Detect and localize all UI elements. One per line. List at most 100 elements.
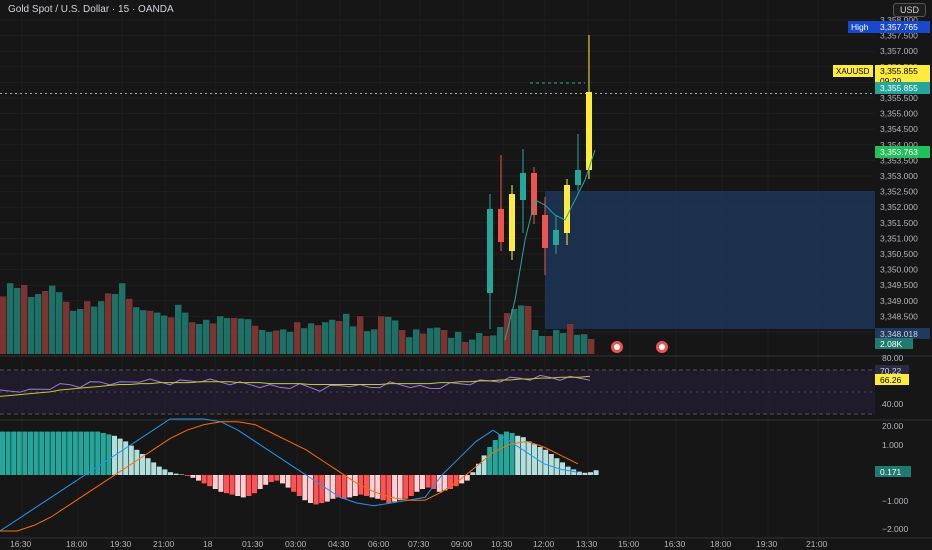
macd-hist-bar — [5, 431, 11, 475]
price-tick: 3,354.000 — [880, 140, 918, 150]
volume-bar — [434, 327, 441, 354]
volume-bar — [210, 323, 217, 354]
price-tick: 3,354.500 — [880, 124, 918, 134]
macd-hist-bar — [235, 475, 241, 496]
macd-hist-bar — [515, 435, 521, 475]
candle-body — [498, 209, 504, 242]
macd-hist-bar — [117, 438, 123, 475]
zone-badge — [875, 328, 930, 339]
volume-bar — [343, 313, 350, 354]
macd-hist-bar — [72, 431, 78, 475]
countdown: 09:20 — [880, 76, 902, 86]
event-flag-icon-dot — [659, 344, 665, 350]
macd-hist-bar — [420, 475, 425, 489]
currency-button[interactable]: USD — [892, 3, 926, 17]
price-tick: 3,358.000 — [880, 15, 918, 25]
macd-hist-bar — [470, 472, 476, 475]
candle-body — [575, 170, 581, 185]
volume-bar — [315, 325, 322, 354]
macd-hist-bar — [532, 444, 537, 475]
candle-body — [520, 173, 526, 200]
volume-bar — [182, 312, 189, 354]
macd-hist-bar — [336, 475, 341, 498]
volume-bar — [511, 309, 518, 354]
macd-hist-bar — [100, 433, 106, 475]
price-tick: 3,349.000 — [880, 296, 918, 306]
rsi-ma-badge — [875, 374, 909, 385]
macd-hist-bar — [481, 455, 487, 475]
volume-bar — [224, 318, 231, 354]
price-badge-2 — [875, 82, 930, 94]
green-value: 3,353.763 — [880, 147, 918, 157]
last-price-2: 3,355.855 — [880, 83, 918, 93]
macd-hist-bar — [151, 462, 157, 475]
volume-bar — [399, 330, 406, 354]
high-badge — [848, 21, 930, 33]
macd-hist-bar — [173, 473, 179, 475]
volume-bar — [70, 310, 77, 354]
volume-bar — [161, 315, 168, 354]
time-tick: 15:00 — [618, 539, 640, 549]
macd-hist-bar — [364, 475, 369, 496]
volume-bar — [28, 297, 35, 354]
macd-hist-bar — [16, 431, 22, 475]
price-tick: 3,355.000 — [880, 109, 918, 119]
price-tick: 3,351.000 — [880, 233, 918, 243]
volume-bar — [301, 328, 308, 354]
volume-bar — [581, 334, 588, 354]
event-flag-icon-dot — [614, 344, 620, 350]
macd-hist-bar — [84, 431, 89, 475]
price-tick: 3,353.000 — [880, 171, 918, 181]
macd-hist-bar — [33, 431, 39, 475]
volume-bar — [0, 296, 7, 354]
macd-hist-bar — [576, 471, 582, 475]
last-price: 3,355.855 — [880, 66, 918, 76]
time-tick: 21:00 — [806, 539, 828, 549]
volume-bar — [476, 333, 483, 354]
volume-bar — [126, 298, 133, 354]
volume-bar — [238, 318, 245, 354]
volume-bar — [588, 339, 595, 354]
volume-bar — [455, 331, 462, 354]
macd-hist-bar — [425, 475, 431, 488]
macd-hist-bar — [352, 475, 358, 496]
symbol-badge — [833, 65, 873, 77]
volume-bar — [196, 324, 203, 354]
macd-hist-bar — [78, 431, 84, 475]
macd-hist-bar — [543, 449, 549, 475]
macd-hist-bar — [140, 454, 145, 475]
volume-bar — [49, 285, 56, 354]
macd-hist-bar — [392, 475, 397, 502]
macd-hist-bar — [403, 475, 409, 499]
volume-bar — [364, 331, 371, 354]
macd-hist-bar — [22, 431, 28, 475]
volume-bar — [322, 322, 329, 354]
macd-hist-bar — [263, 475, 269, 485]
volume-bar — [336, 321, 343, 354]
macd-hist-bar — [168, 472, 173, 475]
macd-hist-bar — [246, 475, 252, 496]
volume-bar — [91, 306, 98, 354]
macd-hist-bar — [397, 475, 403, 501]
macd-hist-bar — [285, 475, 291, 488]
symbol-header: Gold Spot / U.S. Dollar · 15 · OANDA — [8, 4, 174, 15]
signal-line — [0, 421, 579, 532]
volume-bar — [21, 285, 28, 354]
candle-body — [586, 92, 592, 170]
time-tick: 01:30 — [242, 539, 264, 549]
macd-hist-bar — [268, 475, 274, 482]
volume-bar — [427, 328, 434, 354]
volume-bar — [203, 319, 210, 354]
volume-bar — [357, 316, 364, 354]
macd-badge — [875, 466, 911, 477]
volume-bar — [63, 301, 70, 354]
volume-bar — [483, 336, 490, 354]
volume-bar — [273, 330, 280, 354]
macd-hist-bar — [162, 469, 168, 475]
macd-hist-bar — [504, 431, 509, 475]
macd-hist-bar — [50, 431, 56, 475]
volume-bar — [350, 326, 357, 354]
macd-hist-bar — [56, 431, 61, 475]
